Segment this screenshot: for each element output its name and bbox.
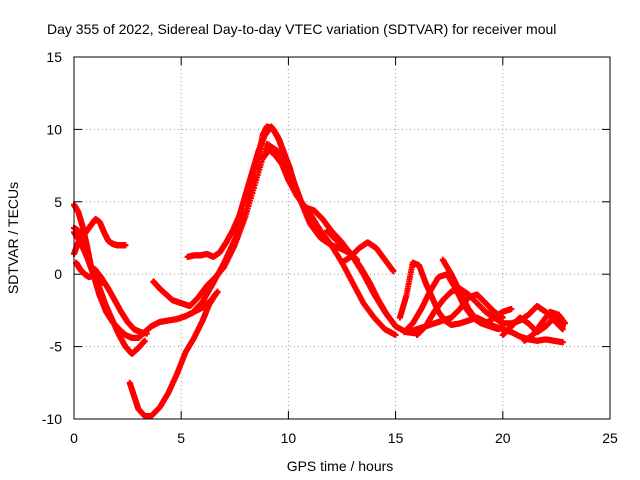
series-arc-6 xyxy=(126,291,219,420)
x-tick-label: 0 xyxy=(70,430,78,446)
x-tick-label: 5 xyxy=(177,430,185,446)
data-point xyxy=(122,242,129,249)
tick-labels: 0 5 10 15 20 25 -10 -5 0 5 10 15 xyxy=(42,49,618,446)
data-point xyxy=(212,291,219,298)
data-point xyxy=(141,337,148,344)
data-points xyxy=(71,123,568,420)
series-arc-9 xyxy=(184,123,294,260)
y-tick-label: -5 xyxy=(50,339,63,355)
x-tick-label: 20 xyxy=(495,430,511,446)
x-tick-label: 15 xyxy=(388,430,404,446)
y-tick-label: 10 xyxy=(46,121,62,137)
y-tick-label: -10 xyxy=(42,411,62,427)
plot-frame xyxy=(73,56,611,420)
y-tick-label: 5 xyxy=(54,194,62,210)
data-point xyxy=(287,166,294,173)
grid-lines xyxy=(74,57,610,419)
axis-ticks xyxy=(73,56,611,420)
data-point xyxy=(143,330,150,337)
x-tick-label: 25 xyxy=(602,430,618,446)
y-axis-label: SDTVAR / TECUs xyxy=(5,182,21,294)
x-axis-label: GPS time / hours xyxy=(287,458,394,474)
series-arc-11 xyxy=(323,227,399,330)
data-point xyxy=(392,332,399,339)
y-tick-label: 0 xyxy=(54,266,62,282)
data-point xyxy=(98,279,105,286)
series-arc-5 xyxy=(73,259,105,286)
series-arc-8 xyxy=(188,123,399,339)
x-tick-label: 10 xyxy=(281,430,297,446)
series-arc-4 xyxy=(71,216,129,257)
y-tick-label: 15 xyxy=(46,49,62,65)
chart-title: Day 355 of 2022, Sidereal Day-to-day VTE… xyxy=(47,21,556,37)
